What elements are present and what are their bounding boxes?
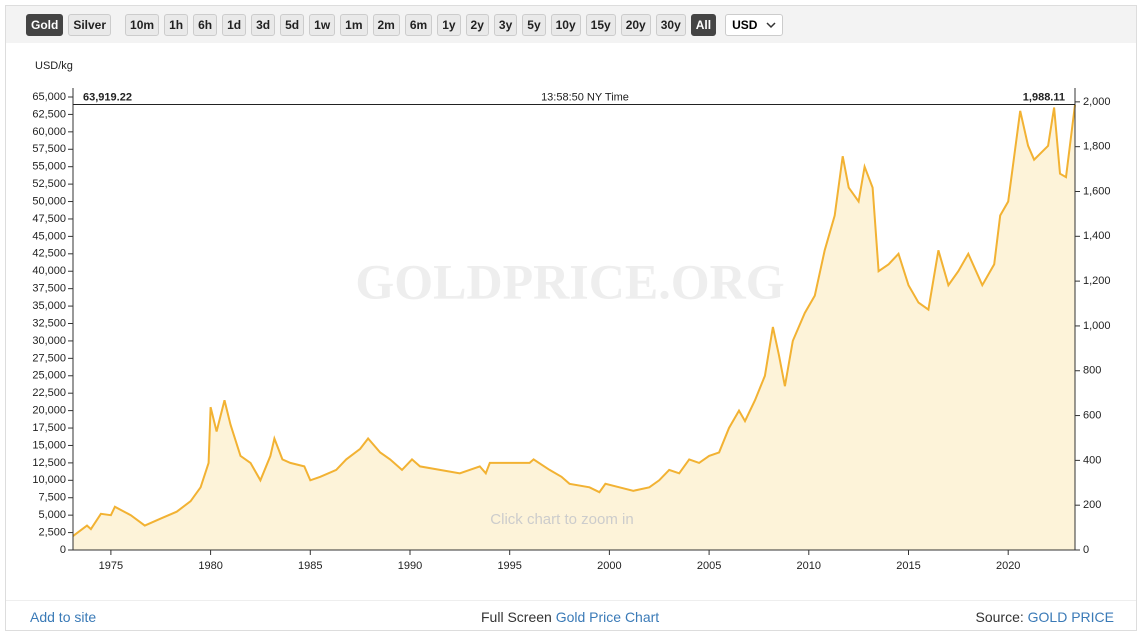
x-tick-label: 1980 [198,560,222,572]
dropdown-arrow [766,21,776,28]
y-tick-label: 55,000 [32,161,66,173]
y2-tick-label: 400 [1083,454,1101,466]
x-tick-label: 1995 [497,560,521,572]
range-button[interactable]: 1m [340,13,368,36]
y2-tick-label: 600 [1083,409,1101,421]
y2-tick-label: 1,600 [1083,185,1111,197]
y-tick-label: 62,500 [32,108,66,120]
y-tick-label: 2,500 [38,526,66,538]
y-tick-label: 25,000 [32,370,66,382]
range-button[interactable]: 6h [193,13,218,36]
y-tick-label: 17,500 [32,422,66,434]
y-tick-label: 37,500 [32,283,66,295]
x-tick-label: 2010 [797,560,821,572]
range-button[interactable]: 10y [550,13,581,36]
range-button[interactable]: All [690,13,717,36]
source-link[interactable]: GOLD PRICE [1027,609,1114,625]
chart-link[interactable]: Gold Price Chart [555,609,660,625]
range-button[interactable]: 5d [280,13,305,36]
range-button[interactable]: Gold [26,13,64,36]
x-tick-label: 1990 [398,560,422,572]
y-tick-label: 42,500 [32,248,66,260]
full-screen: Full Screen Gold Price Chart [481,609,659,625]
range-button[interactable]: 2m [372,13,400,36]
y-tick-label: 15,000 [32,439,66,451]
y-tick-label: 0 [60,544,66,556]
currency-value: USD [732,17,758,32]
range-button[interactable]: 1d [222,13,247,36]
y-tick-label: 35,000 [32,300,66,312]
x-tick-label: 2005 [697,560,721,572]
y2-tick-label: 1,800 [1083,141,1111,153]
source: Source: GOLD PRICE [976,609,1115,625]
range-button[interactable]: 10m [125,13,160,36]
y2-tick-label: 800 [1083,365,1101,377]
add-to-site[interactable]: Add to site [30,609,97,625]
y-tick-label: 65,000 [32,91,66,103]
range-button[interactable]: 6m [404,13,433,36]
range-button[interactable]: 20y [620,13,651,36]
range-button[interactable]: 2y [465,13,489,36]
area [73,104,1075,550]
x-tick-label: 1985 [298,560,322,572]
crosshair-time: 13:58:50 NY Time [541,91,629,103]
y-tick-label: 22,500 [32,387,66,399]
range-button[interactable]: 3y [493,13,518,36]
range-button[interactable]: 15y [585,13,616,36]
source-label: Source: [975,609,1024,625]
toolbar: Gold Silver 10m 1h 6h 1d 3d 5d 1w 1m 2m 6m 1y 2y 3y 5y 1… [6,6,1136,43]
y2-tick-label: 2,000 [1083,96,1111,108]
y-axis-label: USD/kg [35,60,73,72]
y-tick-label: 47,500 [32,213,66,225]
crosshair-value: 63,919.22 [83,91,132,103]
range-button[interactable]: 3d [251,13,276,36]
y2-tick-label: 1,400 [1083,230,1111,242]
full-screen-label: Full Screen [481,609,552,625]
range-button[interactable]: 30y [655,13,686,36]
y-tick-label: 52,500 [32,178,66,190]
y-tick-label: 40,000 [32,265,66,277]
frame [5,5,1137,631]
range-button[interactable]: 1w [309,13,336,36]
y2-tick-label: 1,200 [1083,275,1111,287]
y2-tick-label: 1,000 [1083,320,1111,332]
y-tick-label: 32,500 [32,317,66,329]
x-tick-label: 2015 [896,560,920,572]
y-tick-label: 7,500 [38,492,66,504]
watermark: GOLDPRICE.ORG [355,253,784,309]
y-tick-label: 30,000 [32,335,66,347]
y-tick-label: 5,000 [38,509,66,521]
y-tick-label: 50,000 [32,195,66,207]
y2-tick-label: 0 [1083,544,1089,556]
y-tick-label: 60,000 [32,126,66,138]
y-tick-label: 12,500 [32,457,66,469]
currency-select[interactable]: USD [725,13,784,36]
zoom-hint: Click chart to zoom in [490,511,633,528]
range-button[interactable]: 1h [164,13,189,36]
footer: Add to site Full Screen Gold Price Chart… [6,600,1136,632]
y-tick-label: 10,000 [32,474,66,486]
y2-tick-label: 200 [1083,499,1101,511]
y-tick-label: 20,000 [32,405,66,417]
x-tick-label: 1975 [99,560,123,572]
range-button[interactable]: Silver [68,13,112,36]
range-button[interactable]: 1y [437,13,461,36]
y-tick-label: 57,500 [32,143,66,155]
x-tick-label: 2020 [996,560,1020,572]
range-button[interactable]: 5y [522,13,546,36]
y-tick-label: 27,500 [32,352,66,364]
line [72,104,1076,537]
crosshair-y2: 1,988.11 [1023,91,1065,103]
y-tick-label: 45,000 [32,230,66,242]
x-tick-label: 2000 [597,560,621,572]
